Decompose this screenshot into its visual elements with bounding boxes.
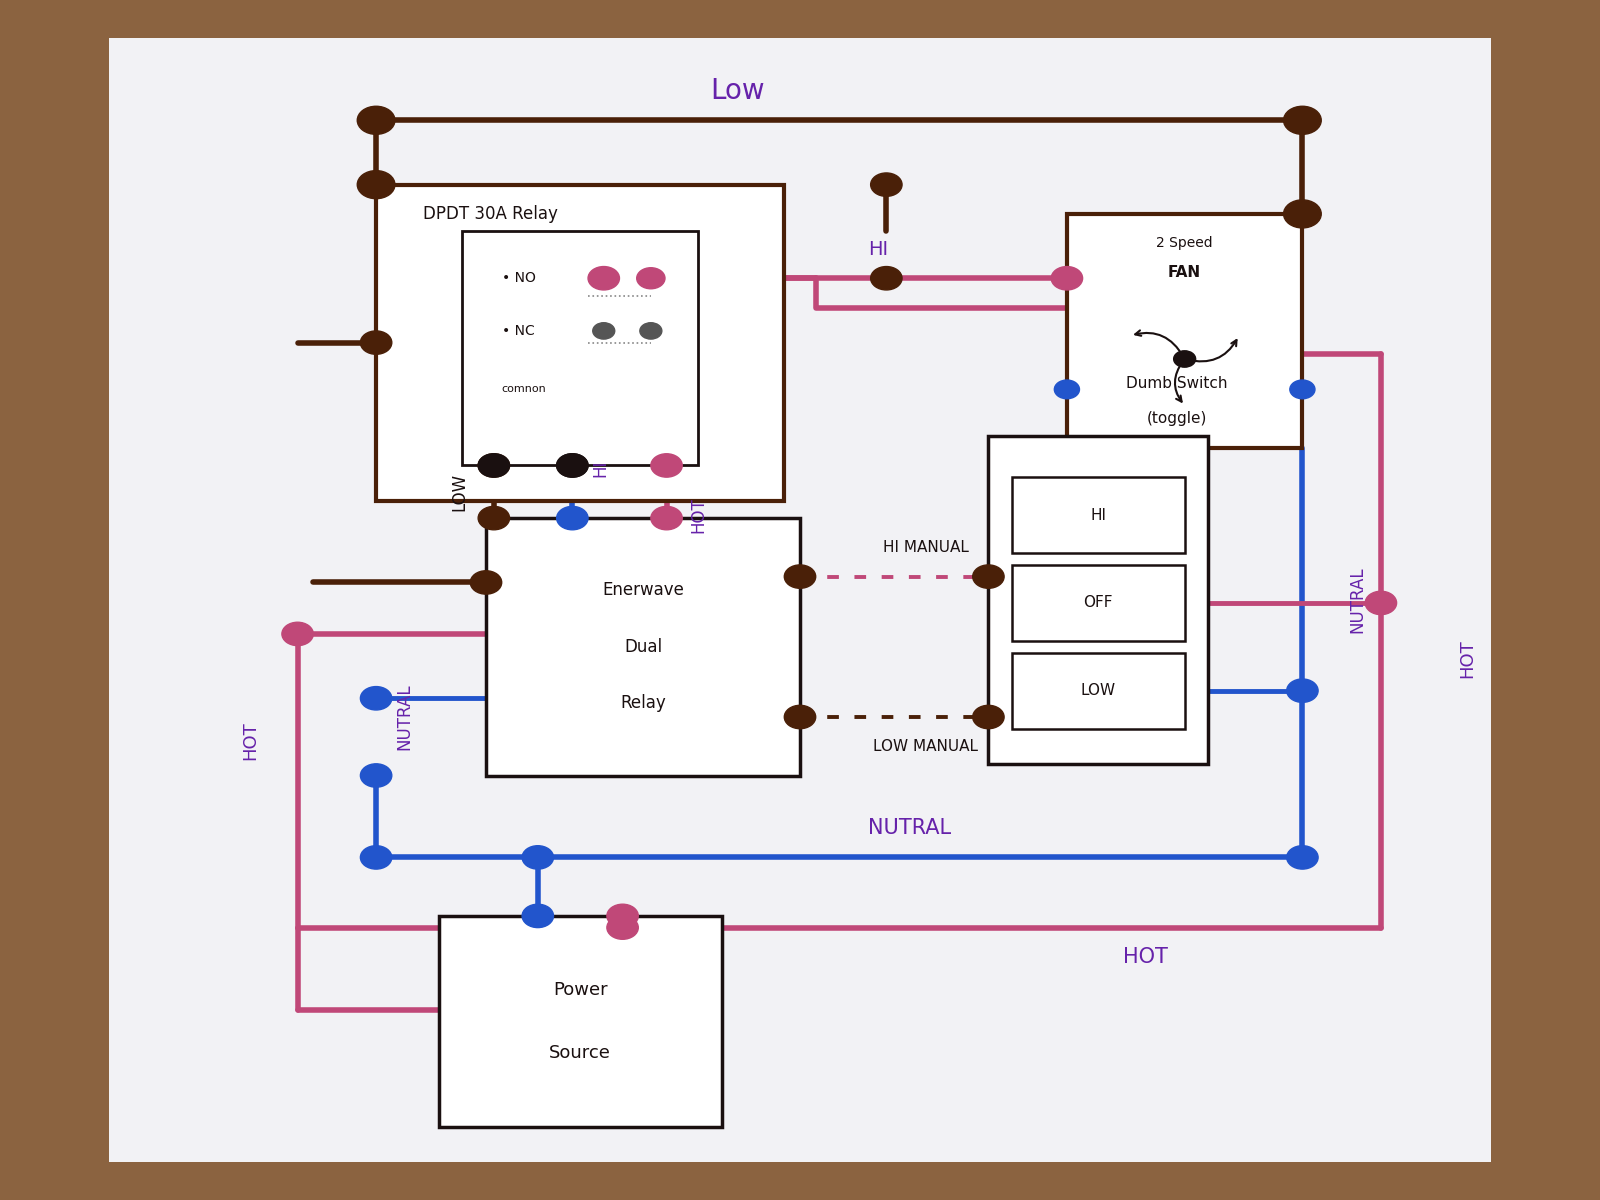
Circle shape xyxy=(651,506,682,530)
Circle shape xyxy=(357,170,395,199)
Text: FAN: FAN xyxy=(1168,265,1202,280)
Circle shape xyxy=(478,454,509,478)
Circle shape xyxy=(557,506,589,530)
Text: HI: HI xyxy=(592,460,610,478)
Circle shape xyxy=(1290,380,1315,398)
Circle shape xyxy=(973,706,1005,728)
FancyBboxPatch shape xyxy=(1011,565,1184,641)
Circle shape xyxy=(360,686,392,710)
Circle shape xyxy=(1286,679,1318,702)
Text: HI MANUAL: HI MANUAL xyxy=(883,540,968,554)
Text: Power: Power xyxy=(554,980,608,998)
Text: NUTRAL: NUTRAL xyxy=(869,818,952,838)
FancyBboxPatch shape xyxy=(486,518,800,775)
Circle shape xyxy=(1286,846,1318,869)
Text: Low: Low xyxy=(710,77,765,106)
Text: LOW: LOW xyxy=(1080,683,1115,698)
Text: NUTRAL: NUTRAL xyxy=(1349,566,1366,634)
Circle shape xyxy=(522,846,554,869)
Circle shape xyxy=(1283,107,1322,134)
Circle shape xyxy=(640,323,662,340)
Text: Relay: Relay xyxy=(621,695,666,713)
Circle shape xyxy=(1365,592,1397,614)
Text: NUTRAL: NUTRAL xyxy=(395,684,413,750)
Circle shape xyxy=(606,905,638,928)
Text: OFF: OFF xyxy=(1083,595,1114,611)
Text: Enerwave: Enerwave xyxy=(602,581,683,599)
Circle shape xyxy=(357,107,395,134)
Text: Source: Source xyxy=(549,1044,611,1062)
Circle shape xyxy=(637,268,666,289)
Circle shape xyxy=(589,266,619,290)
Text: Dual: Dual xyxy=(624,638,662,655)
Circle shape xyxy=(606,916,638,940)
Circle shape xyxy=(1051,266,1083,290)
Circle shape xyxy=(478,454,509,478)
Circle shape xyxy=(592,323,614,340)
Circle shape xyxy=(282,623,314,646)
Text: • NO: • NO xyxy=(502,271,536,286)
Text: HI: HI xyxy=(869,240,888,258)
Circle shape xyxy=(360,846,392,869)
FancyBboxPatch shape xyxy=(376,185,784,500)
Circle shape xyxy=(360,764,392,787)
Text: HOT: HOT xyxy=(242,721,259,760)
Text: 2 Speed: 2 Speed xyxy=(1157,236,1213,250)
FancyBboxPatch shape xyxy=(1067,214,1302,448)
Text: HOT: HOT xyxy=(690,497,707,533)
Text: HI: HI xyxy=(1090,508,1106,523)
Circle shape xyxy=(557,454,589,478)
Text: LOW MANUAL: LOW MANUAL xyxy=(874,739,978,754)
Text: HOT: HOT xyxy=(1458,640,1477,678)
Circle shape xyxy=(870,266,902,290)
FancyBboxPatch shape xyxy=(462,232,698,466)
FancyBboxPatch shape xyxy=(109,38,1491,1162)
Text: comnon: comnon xyxy=(502,384,547,395)
Text: Dumb Switch: Dumb Switch xyxy=(1126,376,1227,391)
Circle shape xyxy=(784,706,816,728)
Circle shape xyxy=(1054,380,1080,398)
FancyBboxPatch shape xyxy=(1011,653,1184,728)
Text: • NC: • NC xyxy=(502,324,534,338)
Circle shape xyxy=(590,268,618,289)
Circle shape xyxy=(470,571,502,594)
Text: LOW: LOW xyxy=(450,473,469,511)
Circle shape xyxy=(1283,200,1322,228)
Circle shape xyxy=(784,565,816,588)
Circle shape xyxy=(870,173,902,197)
Circle shape xyxy=(522,905,554,928)
FancyBboxPatch shape xyxy=(1011,478,1184,553)
Circle shape xyxy=(557,454,589,478)
Circle shape xyxy=(651,454,682,478)
FancyBboxPatch shape xyxy=(989,436,1208,764)
Circle shape xyxy=(973,565,1005,588)
Text: DPDT 30A Relay: DPDT 30A Relay xyxy=(422,205,558,223)
Text: HOT: HOT xyxy=(1123,947,1168,967)
Circle shape xyxy=(360,331,392,354)
Circle shape xyxy=(478,506,509,530)
Circle shape xyxy=(1174,350,1195,367)
Text: (toggle): (toggle) xyxy=(1147,412,1206,426)
FancyBboxPatch shape xyxy=(438,916,722,1127)
